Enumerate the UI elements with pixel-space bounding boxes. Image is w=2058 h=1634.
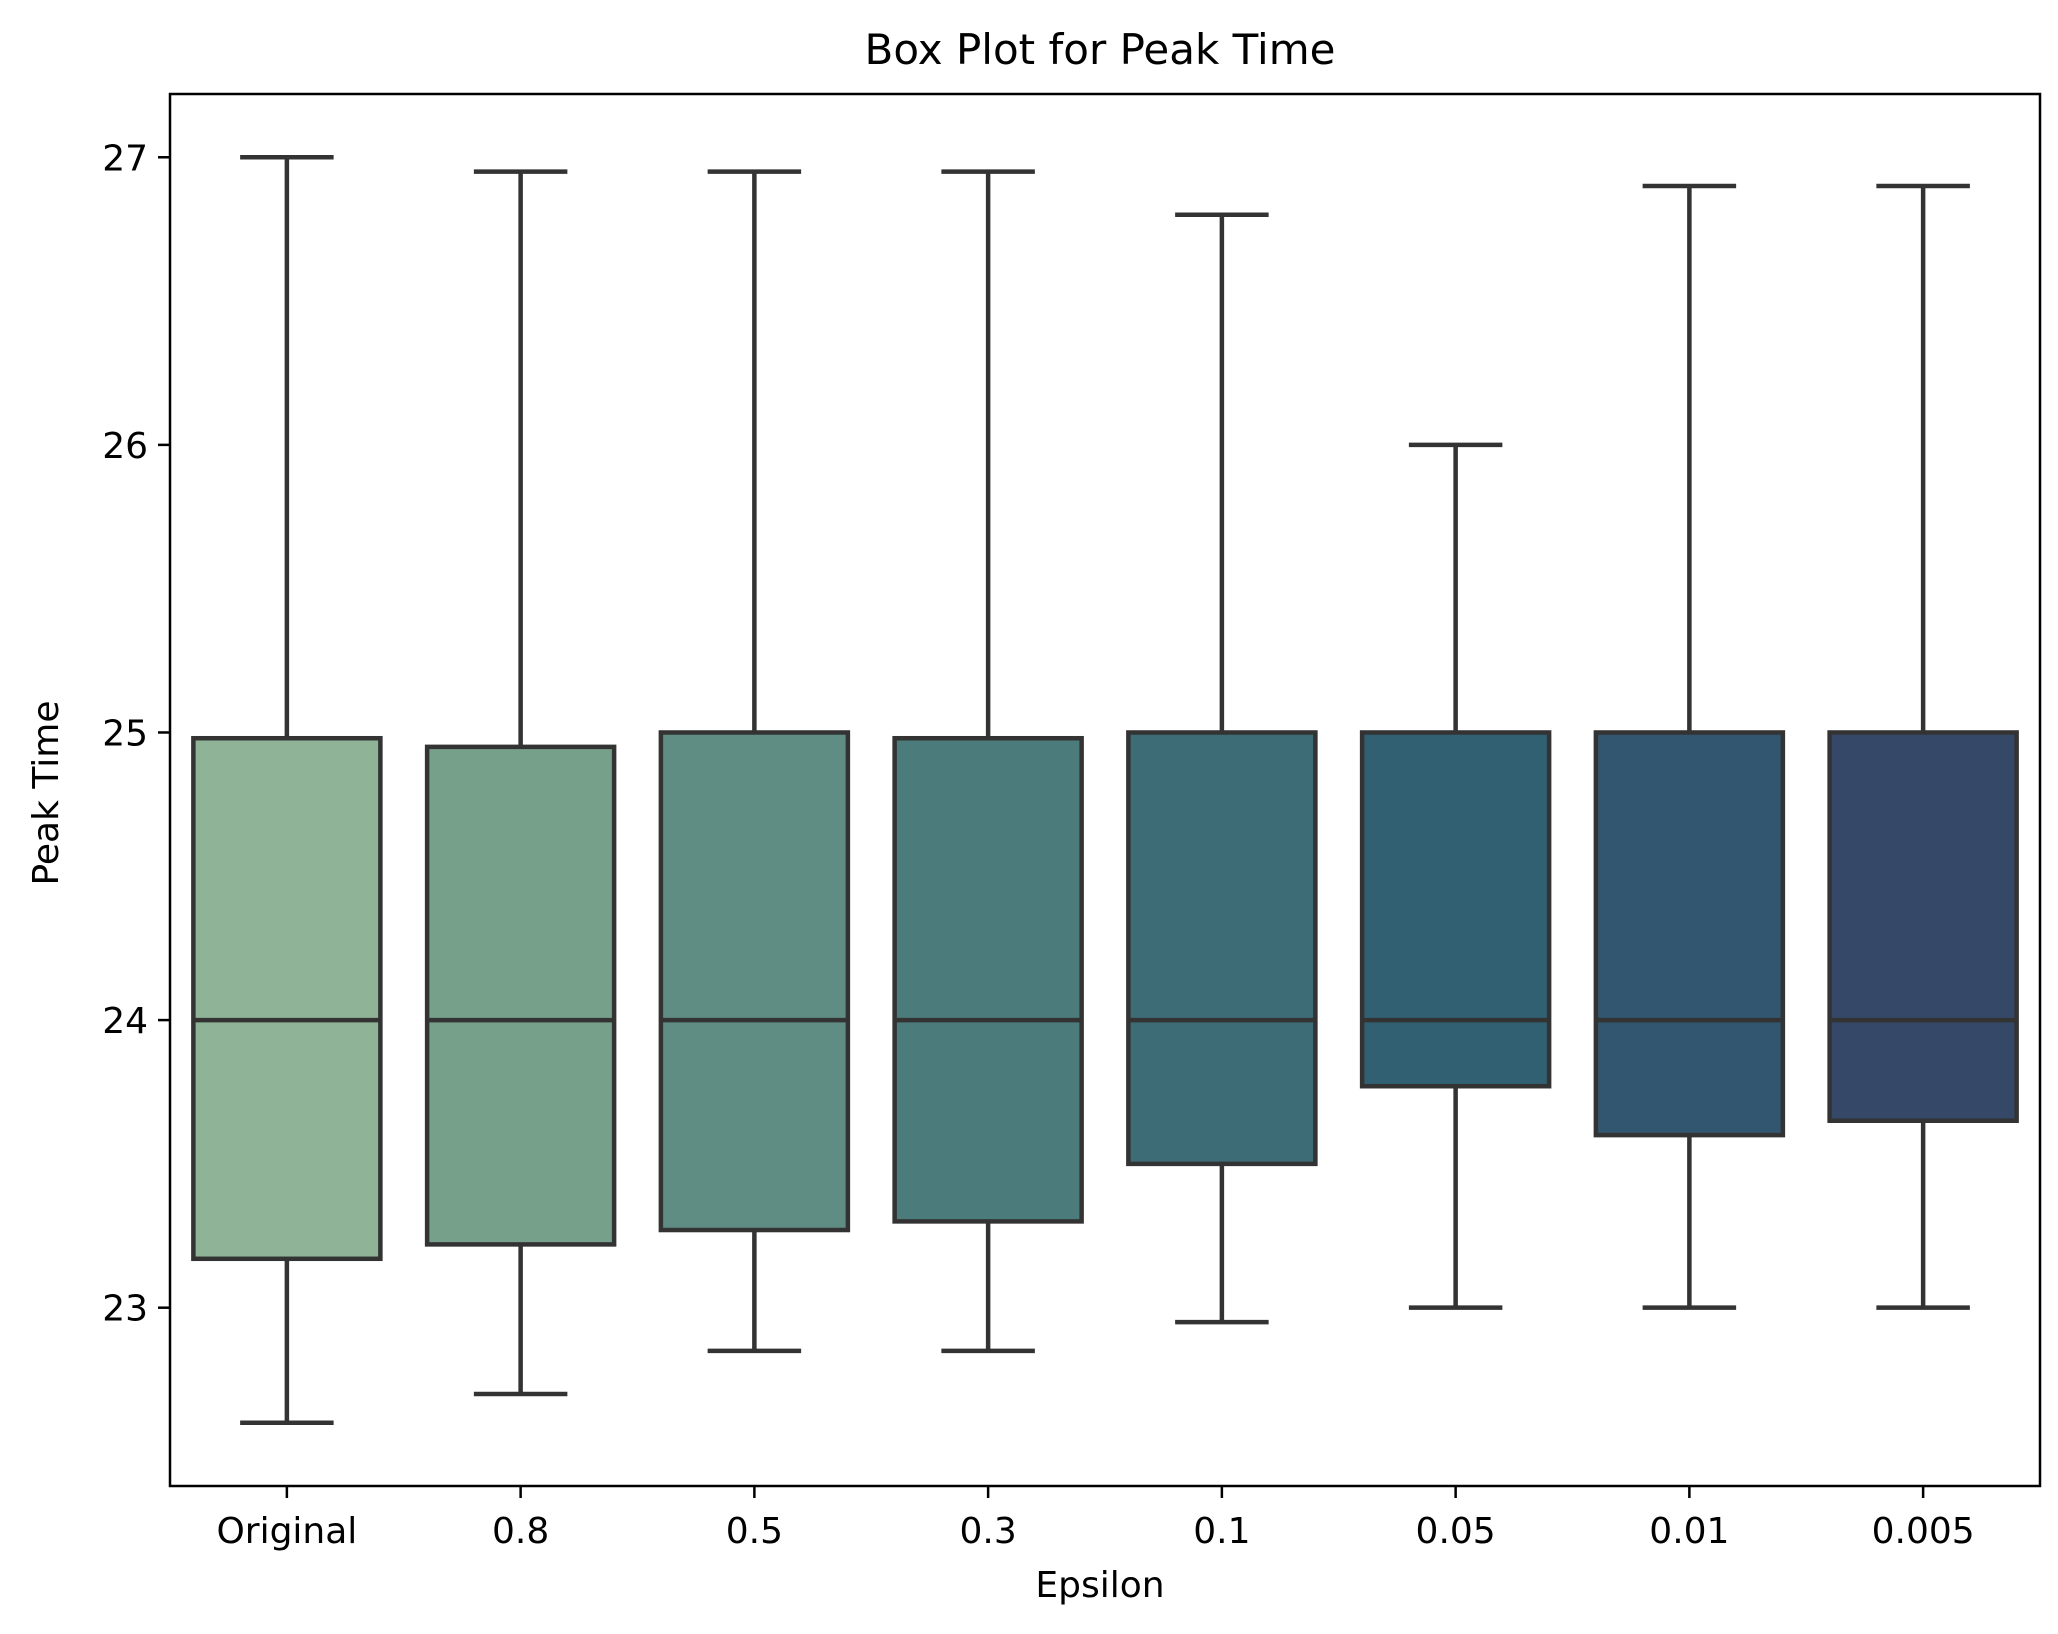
box-body: [892, 735, 1084, 1224]
box-body: [658, 730, 851, 1233]
y-axis-label: Peak Time: [26, 700, 67, 885]
box-body: [424, 744, 617, 1247]
x-tick-label: 0.05: [1416, 1511, 1496, 1552]
box-group: [1593, 183, 1786, 1310]
y-tick-label: 27: [102, 138, 148, 179]
box-group: [424, 169, 617, 1397]
box-body: [1593, 730, 1786, 1138]
axes-frame: [168, 92, 2042, 1488]
x-tick-label: 0.005: [1872, 1511, 1975, 1552]
box-group: [892, 169, 1084, 1354]
x-axis-label: Epsilon: [1035, 1565, 1164, 1606]
x-tick-label: Original: [216, 1511, 357, 1552]
x-tick-label: 0.01: [1649, 1511, 1729, 1552]
y-tick-label: 23: [102, 1289, 148, 1330]
x-tick-label: 0.8: [492, 1511, 549, 1552]
chart-title: Box Plot for Peak Time: [865, 25, 1336, 74]
box-group: [1126, 212, 1318, 1325]
box-body: [191, 735, 383, 1262]
box-group: [1359, 442, 1552, 1310]
box-group: [658, 169, 851, 1354]
box-group: [191, 155, 383, 1425]
x-tick-label: 0.1: [1193, 1511, 1250, 1552]
box-body: [1359, 730, 1552, 1089]
x-tick-label: 0.5: [726, 1511, 783, 1552]
box-body: [1126, 730, 1318, 1167]
box-group: [1827, 183, 2019, 1310]
plot-area: 23 24 25 26 27 Original 0.8 0.5 0.3 0.1 0.05 0.01 0.…: [102, 92, 2042, 1552]
box-body: [1827, 730, 2019, 1123]
y-tick-label: 24: [102, 1001, 148, 1042]
y-tick-label: 25: [102, 713, 148, 754]
y-tick-label: 26: [102, 426, 148, 467]
x-tick-label: 0.3: [959, 1511, 1016, 1552]
